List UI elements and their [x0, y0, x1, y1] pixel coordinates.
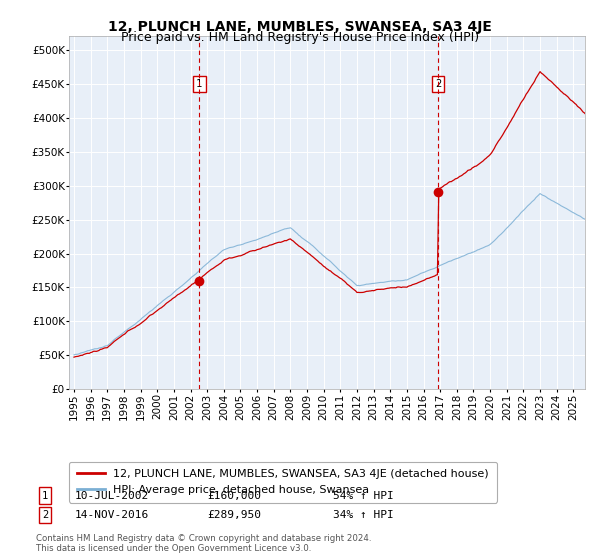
- Text: Price paid vs. HM Land Registry's House Price Index (HPI): Price paid vs. HM Land Registry's House …: [121, 31, 479, 44]
- Text: 10-JUL-2002: 10-JUL-2002: [75, 491, 149, 501]
- Text: 12, PLUNCH LANE, MUMBLES, SWANSEA, SA3 4JE: 12, PLUNCH LANE, MUMBLES, SWANSEA, SA3 4…: [108, 20, 492, 34]
- Text: 14-NOV-2016: 14-NOV-2016: [75, 510, 149, 520]
- Text: 2: 2: [42, 510, 48, 520]
- Legend: 12, PLUNCH LANE, MUMBLES, SWANSEA, SA3 4JE (detached house), HPI: Average price,: 12, PLUNCH LANE, MUMBLES, SWANSEA, SA3 4…: [69, 461, 497, 503]
- Text: 1: 1: [42, 491, 48, 501]
- Text: This data is licensed under the Open Government Licence v3.0.: This data is licensed under the Open Gov…: [36, 544, 311, 553]
- Text: £289,950: £289,950: [207, 510, 261, 520]
- Text: 34% ↑ HPI: 34% ↑ HPI: [333, 510, 394, 520]
- Text: Contains HM Land Registry data © Crown copyright and database right 2024.: Contains HM Land Registry data © Crown c…: [36, 534, 371, 543]
- Text: £160,000: £160,000: [207, 491, 261, 501]
- Text: 2: 2: [435, 79, 441, 89]
- Text: 54% ↑ HPI: 54% ↑ HPI: [333, 491, 394, 501]
- Text: 1: 1: [196, 79, 202, 89]
